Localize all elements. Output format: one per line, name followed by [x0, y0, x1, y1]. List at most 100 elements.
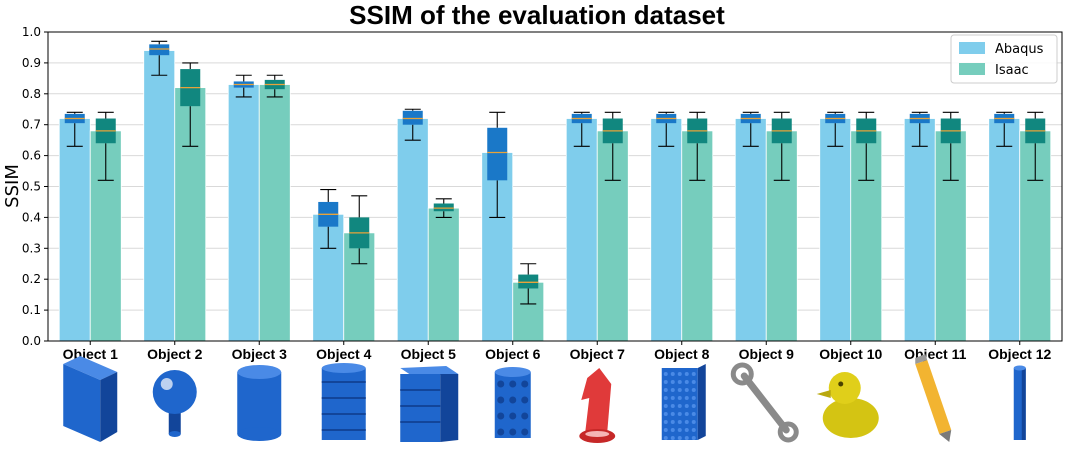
shape — [237, 372, 282, 434]
shape — [494, 367, 531, 377]
shape — [777, 421, 799, 443]
shape — [400, 374, 441, 442]
dot — [691, 380, 696, 384]
stud — [521, 412, 529, 420]
bar-isaac — [258, 84, 291, 342]
bar-abaqus — [734, 118, 767, 342]
dot — [691, 412, 696, 416]
y-tick-label: 0.9 — [22, 56, 41, 70]
dot — [670, 436, 675, 440]
cylinder-icon — [237, 365, 282, 441]
bar-isaac — [512, 281, 545, 342]
shape — [915, 360, 952, 434]
stud — [509, 412, 517, 420]
boxplot-abaqus — [487, 111, 508, 218]
shape — [838, 381, 844, 387]
stacked-blocks-icon — [400, 366, 459, 442]
shape — [400, 366, 459, 376]
dot — [677, 388, 682, 392]
shape — [63, 356, 118, 380]
dot — [670, 380, 675, 384]
boxplot-isaac — [95, 111, 116, 181]
boxplot-abaqus — [571, 111, 592, 147]
object-images-row — [63, 354, 1026, 443]
dot — [684, 388, 689, 392]
box-iqr — [518, 274, 539, 289]
dot — [677, 372, 682, 376]
legend-label-abaqus: Abaqus — [995, 42, 1044, 57]
dot — [677, 428, 682, 432]
boxplot-isaac — [771, 111, 792, 181]
boxplot-isaac — [433, 198, 454, 218]
shape — [740, 372, 790, 434]
boxplot-isaac — [856, 111, 877, 181]
sphere-on-post-icon — [152, 370, 197, 437]
dot — [684, 428, 689, 432]
stud — [497, 380, 505, 388]
dotted-block-icon — [661, 364, 706, 440]
dot — [684, 436, 689, 440]
x-tick-label: Object 10 — [819, 346, 882, 362]
dot — [670, 412, 675, 416]
box-icon — [63, 356, 118, 442]
bar-abaqus — [58, 118, 91, 342]
boxplot-abaqus — [402, 108, 423, 141]
x-tick-label: Object 5 — [401, 346, 456, 362]
dot — [670, 396, 675, 400]
dot — [670, 388, 675, 392]
rubber-duck-icon — [816, 372, 879, 438]
shape — [1021, 368, 1026, 440]
chess-knight-icon — [579, 368, 616, 443]
shape — [585, 431, 610, 437]
shape — [816, 390, 831, 398]
shape — [828, 372, 861, 404]
dot — [670, 420, 675, 424]
dot — [691, 372, 696, 376]
stud — [497, 396, 505, 404]
studded-cylinder-icon — [494, 367, 531, 438]
y-tick-label: 0.4 — [22, 210, 41, 224]
shape — [915, 354, 928, 364]
stud — [497, 412, 505, 420]
boxplot-abaqus — [64, 111, 85, 147]
legend: Abaqus Isaac — [950, 34, 1058, 84]
y-tick-label: 0.3 — [22, 241, 41, 255]
gridlines — [48, 62, 1062, 311]
chart-title: SSIM of the evaluation dataset — [349, 0, 725, 30]
dot — [684, 372, 689, 376]
stud — [521, 396, 529, 404]
boxplot-isaac — [1025, 111, 1046, 181]
shape — [160, 378, 173, 390]
bar-abaqus — [565, 118, 598, 342]
x-tick-label: Object 8 — [654, 346, 709, 362]
dot — [663, 396, 668, 400]
box-iqr — [402, 110, 423, 125]
shape — [168, 431, 181, 437]
boxplot-abaqus — [825, 111, 846, 147]
x-tick-label: Object 6 — [485, 346, 540, 362]
dot — [670, 428, 675, 432]
bars-layer — [58, 50, 1052, 342]
dot — [691, 428, 696, 432]
x-tick-label: Object 12 — [988, 346, 1051, 362]
legend-swatch-abaqus — [959, 42, 985, 54]
boxplot-abaqus — [740, 111, 761, 147]
x-tick-label: Object 4 — [316, 346, 371, 362]
boxplot-abaqus — [909, 111, 930, 147]
y-axis-ticks: 0.0 0.1 0.2 0.3 0.4 0.5 0.6 0.7 0.8 0.9 1.0 — [22, 25, 48, 348]
stud — [509, 380, 517, 388]
dot — [663, 436, 668, 440]
y-tick-label: 0.1 — [22, 303, 41, 317]
dot — [663, 412, 668, 416]
y-tick-label: 0.2 — [22, 272, 41, 286]
dot — [677, 396, 682, 400]
x-tick-label: Object 9 — [739, 346, 794, 362]
legend-label-isaac: Isaac — [995, 63, 1029, 78]
dot — [677, 436, 682, 440]
shape — [822, 398, 879, 438]
shape — [697, 364, 706, 440]
y-tick-label: 0.5 — [22, 180, 41, 194]
shape — [730, 362, 754, 386]
dot — [663, 372, 668, 376]
stud — [497, 428, 505, 436]
